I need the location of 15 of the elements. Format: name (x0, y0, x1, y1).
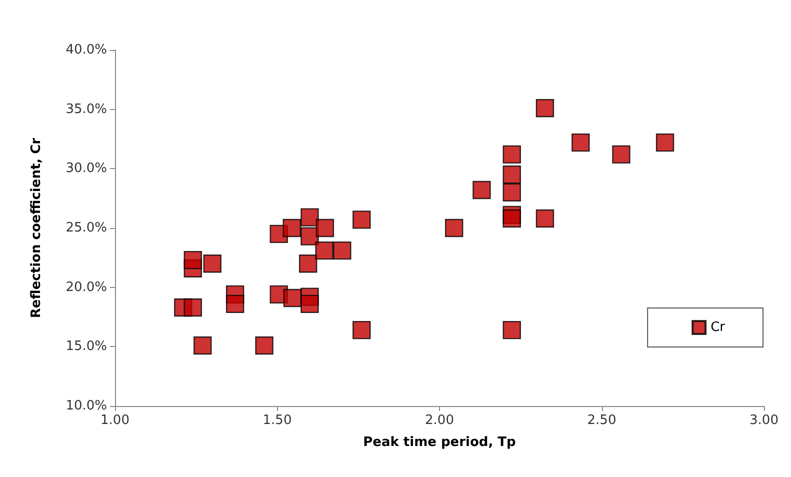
y-tick-label: 25.0% (66, 220, 107, 236)
x-tick-label: 1.50 (262, 413, 292, 428)
y-tick-label: 15.0% (66, 339, 107, 354)
x-tick-label: 2.00 (425, 413, 454, 428)
y-axis-title: Reflection coefficient, Cr (29, 137, 44, 318)
x-tick-label: 1.00 (100, 413, 130, 428)
x-tick-label: 3.00 (750, 413, 778, 428)
y-tick-label: 30.0% (66, 161, 107, 176)
y-tick-label: 20.0% (66, 280, 107, 295)
legend-label: Cr (710, 320, 726, 335)
x-axis-title: Peak time period, Tp (363, 435, 516, 450)
y-tick-label: 10.0% (66, 398, 107, 414)
x-tick-label: 2.50 (587, 413, 616, 428)
y-tick-label: 40.0% (66, 42, 107, 58)
y-tick-label: 35.0% (66, 102, 107, 117)
